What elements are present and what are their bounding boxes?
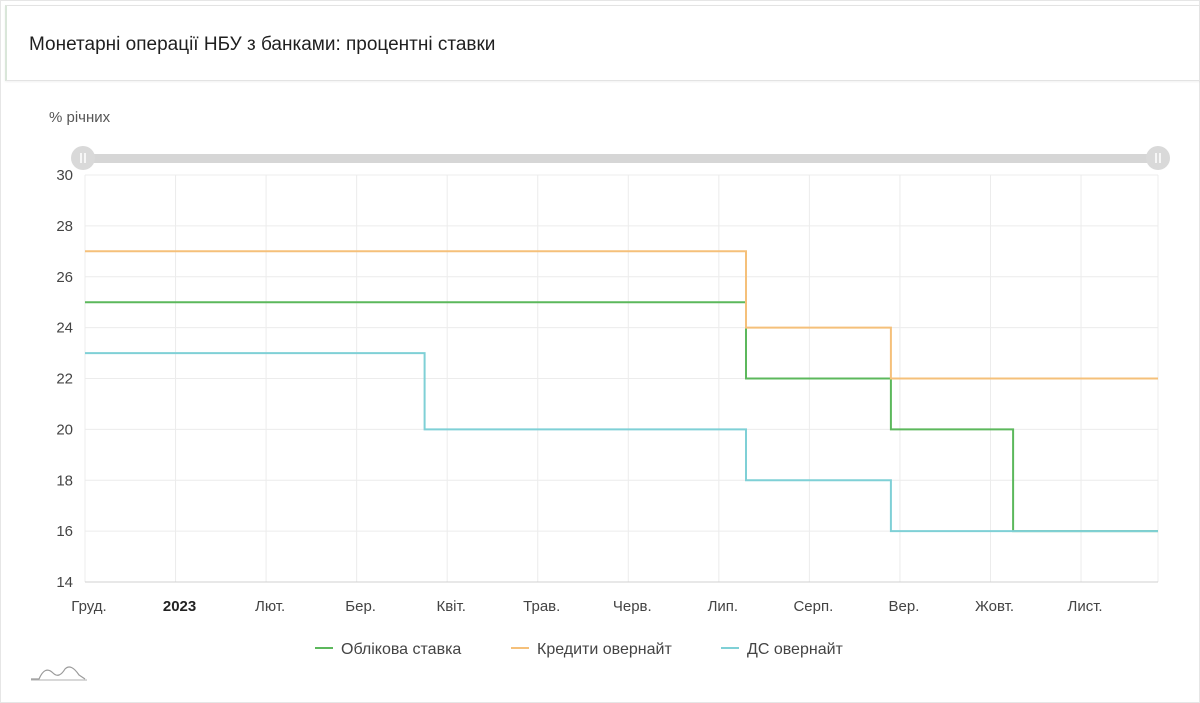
legend-label: Кредити овернайт — [537, 641, 672, 658]
x-tick-label: Бер. — [345, 598, 376, 615]
legend-item-3[interactable]: ДС овернайт — [721, 641, 844, 658]
y-tick-label: 18 — [56, 472, 73, 489]
y-tick-label: 26 — [56, 269, 73, 286]
x-tick-label: Жовт. — [975, 598, 1014, 615]
range-slider-track[interactable] — [75, 154, 1162, 163]
y-tick-label: 24 — [56, 320, 73, 337]
x-tick-label: Вер. — [889, 598, 920, 615]
x-tick-label: Лист. — [1067, 598, 1102, 615]
series-line-2 — [85, 250, 1158, 380]
y-unit-label: % річних — [49, 109, 111, 126]
y-axis-ticks: 14 16 18 20 22 24 26 28 30 — [56, 167, 73, 591]
x-tick-label: Серп. — [793, 598, 833, 615]
y-tick-label: 16 — [56, 523, 73, 540]
series-lines — [85, 250, 1158, 533]
range-slider-handle-right[interactable] — [1146, 146, 1170, 170]
y-tick-label: 28 — [56, 218, 73, 235]
y-tick-label: 14 — [56, 574, 73, 591]
range-slider-handle-left[interactable] — [71, 146, 95, 170]
line-chart: % річних 14 16 18 20 22 24 26 28 30 Груд. 2023 Лют… — [31, 109, 1170, 681]
x-tick-label: Трав. — [523, 598, 560, 615]
y-tick-label: 30 — [56, 167, 73, 184]
x-tick-label: Квіт. — [436, 598, 465, 615]
chart-title: Монетарні операції НБУ з банками: процен… — [29, 34, 496, 55]
x-tick-label: Лип. — [708, 598, 739, 615]
legend[interactable]: Облікова ставка Кредити овернайт ДС оверна… — [315, 641, 844, 658]
chart-area: % річних 14 16 18 20 22 24 26 28 30 Груд. 2023 Лют… — [5, 83, 1197, 698]
y-tick-label: 20 — [56, 421, 73, 438]
x-tick-label: Черв. — [613, 598, 652, 615]
x-tick-label: 2023 — [163, 598, 196, 615]
x-axis-ticks: Груд. 2023 Лют. Бер. Квіт. Трав. Черв. Лип. Серп… — [71, 598, 1102, 615]
series-line-1 — [85, 301, 1158, 533]
legend-label: Облікова ставка — [341, 641, 461, 658]
title-bar: Монетарні операції НБУ з банками: процен… — [5, 5, 1200, 81]
x-tick-label: Лют. — [255, 598, 285, 615]
legend-item-1[interactable]: Облікова ставка — [315, 641, 461, 658]
range-slider[interactable] — [71, 146, 1170, 170]
legend-item-2[interactable]: Кредити овернайт — [511, 641, 672, 658]
watermark-logo-icon — [31, 666, 87, 681]
legend-label: ДС овернайт — [747, 641, 844, 658]
series-line-3 — [85, 352, 1158, 533]
x-tick-label: Груд. — [71, 598, 106, 615]
y-tick-label: 22 — [56, 371, 73, 388]
